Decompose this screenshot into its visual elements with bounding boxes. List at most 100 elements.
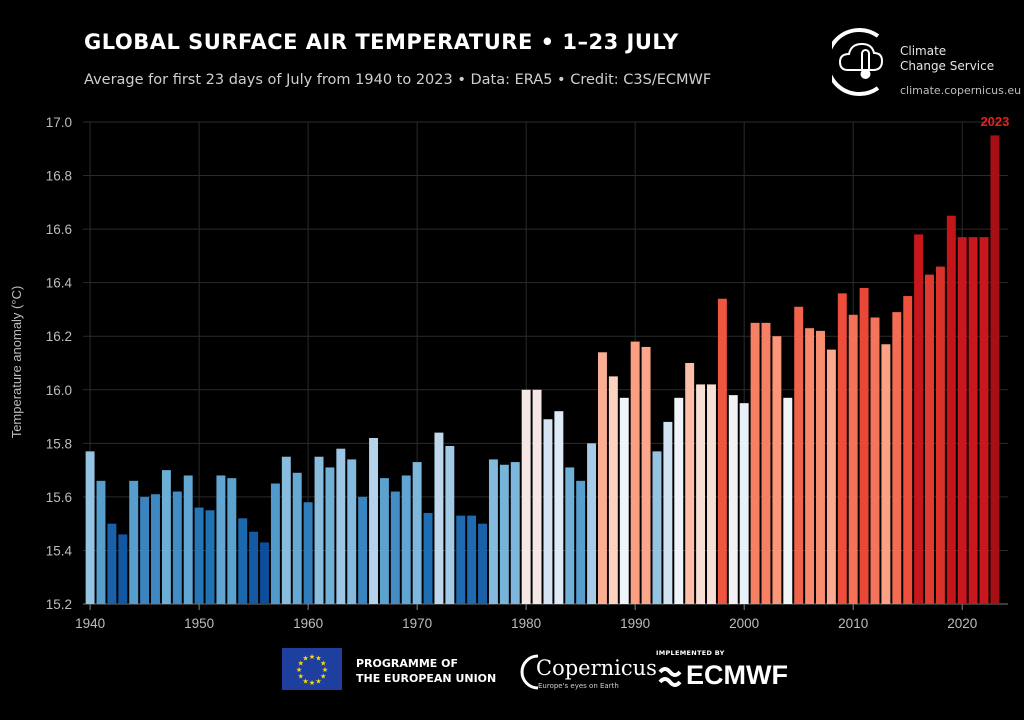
bar-1972 <box>434 432 444 604</box>
chart-subtitle: Average for first 23 days of July from 1… <box>84 72 712 88</box>
y-tick-label: 15.6 <box>46 490 72 505</box>
bar-2007 <box>816 330 825 604</box>
x-tick-label: 1960 <box>293 616 323 631</box>
bar-1944 <box>129 480 139 604</box>
eu-star-icon: ★ <box>298 673 304 681</box>
bar-1997 <box>707 384 716 604</box>
highlight-year-label: 2023 <box>980 114 1009 129</box>
logo-url[interactable]: climate.copernicus.eu <box>900 84 1022 97</box>
bar-2017 <box>925 274 934 604</box>
bar-1988 <box>608 376 618 604</box>
eu-star-icon: ★ <box>315 677 321 685</box>
bar-1952 <box>216 475 226 604</box>
y-tick-label: 15.4 <box>46 543 73 558</box>
eu-star-icon: ★ <box>315 655 321 663</box>
x-tick-label: 1940 <box>75 616 105 631</box>
bar-1990 <box>630 341 640 604</box>
eu-star-icon: ★ <box>322 666 328 674</box>
eu-star-icon: ★ <box>309 653 315 661</box>
x-tick-label: 2020 <box>947 616 977 631</box>
bar-2001 <box>750 322 760 604</box>
bar-2016 <box>914 234 924 604</box>
bar-1992 <box>652 451 662 604</box>
bar-2020 <box>957 237 967 604</box>
x-tick-label: 2000 <box>729 616 759 631</box>
ecmwf-logo: ECMWF <box>656 658 816 692</box>
bar-2006 <box>805 328 815 604</box>
bar-1983 <box>554 411 564 604</box>
bar-1940 <box>85 451 95 604</box>
x-tick-label: 2010 <box>838 616 868 631</box>
y-tick-label: 16.6 <box>46 222 72 237</box>
copernicus-name: Copernicus <box>536 656 657 680</box>
eu-line-2: THE EUROPEAN UNION <box>356 672 497 685</box>
logo-line-1: Climate <box>900 44 947 58</box>
bar-2010 <box>848 314 858 604</box>
bar-1989 <box>619 397 629 604</box>
bar-2023 <box>990 135 1000 604</box>
bar-1963 <box>336 448 346 604</box>
bar-1948 <box>172 491 182 604</box>
bar-1965 <box>358 496 368 604</box>
bar-1973 <box>445 446 455 604</box>
bar-1970 <box>412 462 422 604</box>
y-axis-label: Temperature anomaly (°C) <box>9 286 24 439</box>
bar-1953 <box>227 478 237 604</box>
bar-1998 <box>717 298 727 604</box>
bar-1957 <box>270 483 280 604</box>
bar-1955 <box>249 531 259 604</box>
chart-title: GLOBAL SURFACE AIR TEMPERATURE • 1–23 JU… <box>84 30 679 54</box>
bar-1966 <box>369 437 378 604</box>
bar-1996 <box>696 384 706 604</box>
bar-2021 <box>968 237 978 604</box>
bar-1954 <box>238 518 248 604</box>
eu-star-icon: ★ <box>296 666 302 674</box>
bar-1986 <box>587 443 597 604</box>
bar-2000 <box>739 403 749 604</box>
bar-1956 <box>260 542 269 604</box>
eu-star-icon: ★ <box>302 655 308 663</box>
bar-1978 <box>499 464 509 604</box>
bar-1999 <box>728 395 738 604</box>
bar-1943 <box>118 534 128 604</box>
bar-2013 <box>881 344 891 604</box>
bar-1984 <box>565 467 575 604</box>
bar-2008 <box>826 349 836 604</box>
copernicus-tagline: Europe's eyes on Earth <box>538 682 619 690</box>
x-tick-label: 1950 <box>184 616 214 631</box>
bar-1985 <box>576 480 586 604</box>
eu-star-icon: ★ <box>302 677 308 685</box>
bar-2011 <box>859 288 869 604</box>
bar-1974 <box>456 515 466 604</box>
bar-2004 <box>783 397 793 604</box>
bar-1961 <box>314 456 324 604</box>
bar-1960 <box>303 502 313 604</box>
y-tick-label: 16.2 <box>46 329 72 344</box>
bar-2002 <box>761 322 771 604</box>
eu-stars-icon: ★★★★★★★★★ ★ ★★ <box>296 653 328 687</box>
eu-programme-text: PROGRAMME OF THE EUROPEAN UNION <box>356 656 496 686</box>
bar-1958 <box>281 456 291 604</box>
bar-1951 <box>205 510 215 604</box>
eu-star-icon: ★ <box>320 660 326 668</box>
bar-1980 <box>521 389 531 604</box>
eu-star-icon: ★ <box>320 673 326 681</box>
bar-1950 <box>194 507 204 604</box>
bar-2019 <box>946 215 956 604</box>
bar-1942 <box>107 523 117 604</box>
bar-2022 <box>979 237 989 604</box>
bar-1981 <box>532 389 542 604</box>
bar-2009 <box>837 293 847 604</box>
bar-1971 <box>423 512 433 604</box>
y-tick-label: 15.8 <box>46 436 72 451</box>
x-tick-label: 1980 <box>511 616 541 631</box>
bar-2014 <box>892 312 902 604</box>
logo-line-2: Change Service <box>900 59 995 73</box>
y-tick-label: 15.2 <box>46 597 72 612</box>
implemented-by-label: IMPLEMENTED BY <box>656 649 725 657</box>
bar-1949 <box>183 475 193 604</box>
x-tick-label: 1970 <box>402 616 432 631</box>
bar-1959 <box>292 472 302 604</box>
bar-1993 <box>663 421 673 604</box>
eu-line-1: PROGRAMME OF <box>356 657 458 670</box>
